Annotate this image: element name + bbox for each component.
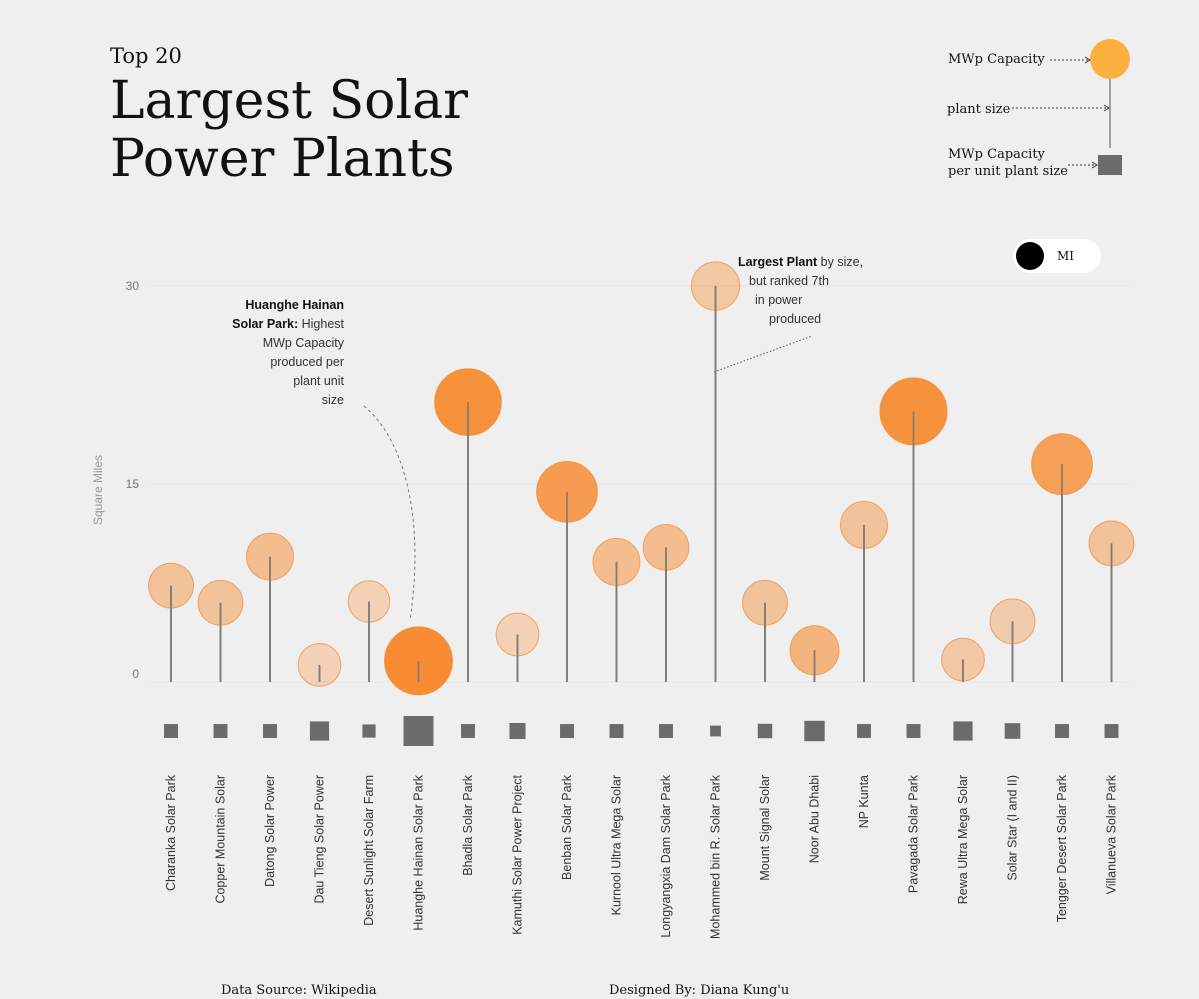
legend-per-unit-line-2: per unit plant size (948, 164, 1068, 179)
annotation-huanghe-text-2: MWp Capacity (262, 336, 344, 350)
annotation-largest-text-3: in power (755, 293, 803, 307)
per-unit-square[interactable] (362, 724, 376, 738)
annotation-huanghe-text-4: plant unit (293, 374, 344, 388)
per-unit-square[interactable] (906, 724, 921, 738)
legend-capacity-label: MWp Capacity (948, 52, 1045, 67)
x-tick-labels: Charanka Solar Park Copper Mountain Solar… (164, 774, 1119, 939)
y-tick-label: 0 (132, 667, 139, 681)
y-axis-label: Square Miles (91, 455, 105, 525)
x-tick-label: Noor Abu Dhabi (808, 775, 822, 863)
annotation-huanghe-bold-2: Solar Park: (232, 317, 299, 331)
y-tick-label: 30 (126, 279, 140, 293)
per-unit-square[interactable] (659, 724, 673, 738)
toggle-label: MI (1057, 249, 1075, 263)
annotation-huanghe: Huanghe Hainan Solar Park: Highest MWp C… (190, 296, 344, 410)
x-tick-label: Solar Star (I and II) (1006, 775, 1020, 881)
legend-per-unit-label: MWp Capacity per unit plant size (948, 146, 1068, 180)
per-unit-square[interactable] (509, 722, 526, 740)
annotation-largest-leader (713, 335, 813, 373)
legend-arrow-head-1 (1084, 56, 1091, 64)
legend-square (1098, 155, 1122, 175)
per-unit-square[interactable] (461, 724, 475, 738)
per-unit-square[interactable] (710, 725, 721, 737)
annotation-largest-text-4: produced (769, 312, 822, 326)
x-tick-label: Bhadla Solar Park (461, 774, 475, 876)
x-tick-label: Copper Mountain Solar (214, 775, 228, 904)
x-tick-label: NP Kunta (857, 775, 871, 828)
per-unit-square[interactable] (560, 724, 574, 738)
footer-source: Data Source: Wikipedia (221, 983, 377, 998)
legend-arrow-head-2 (1103, 104, 1110, 112)
per-unit-square[interactable] (1055, 724, 1069, 738)
footer-designer: Designed By: Diana Kung'u (609, 983, 790, 998)
legend-size-label: plant size (947, 102, 1011, 117)
x-tick-label: Kamuthi Solar Power Project (511, 774, 525, 934)
annotation-huanghe-text-1: Highest (301, 317, 344, 331)
annotation-huanghe-text-5: size (321, 393, 344, 407)
x-tick-label: Villanueva Solar Park (1105, 774, 1119, 894)
per-unit-square[interactable] (1004, 723, 1021, 739)
x-tick-label: Benban Solar Park (560, 774, 574, 880)
x-tick-label: Charanka Solar Park (164, 774, 178, 891)
per-unit-square[interactable] (804, 720, 825, 742)
chart-title: Largest Solar Power Plants (110, 71, 468, 189)
x-tick-label: Longyangxia Dam Solar Park (659, 774, 673, 937)
annotation-huanghe-leader (363, 405, 416, 621)
x-tick-label: Kurnool Ultra Mega Solar (610, 775, 624, 915)
legend-circle (1090, 39, 1130, 79)
x-tick-label: Mount Signal Solar (758, 775, 772, 881)
annotation-huanghe-text-3: produced per (270, 355, 344, 369)
y-gridlines (150, 285, 1130, 683)
legend-graphics (1012, 39, 1130, 175)
per-unit-square[interactable] (164, 724, 178, 738)
per-unit-square[interactable] (309, 721, 330, 741)
per-unit-square[interactable] (757, 723, 773, 739)
per-unit-squares (164, 716, 1119, 746)
per-unit-square[interactable] (263, 724, 277, 738)
x-tick-label: Tengger Desert Solar Park (1055, 774, 1069, 922)
toggle-knob[interactable] (1016, 242, 1044, 270)
x-tick-label: Datong Solar Power (263, 775, 277, 887)
legend-arrow-head-3 (1091, 161, 1098, 169)
x-tick-label: Mohammed bin R. Solar Park (709, 774, 723, 939)
per-unit-square[interactable] (213, 724, 228, 738)
x-tick-label: Desert Sunlight Solar Farm (362, 775, 376, 926)
annotation-largest: Largest Plant by size, but ranked 7th in… (720, 253, 870, 329)
legend-per-unit-line-1: MWp Capacity (948, 147, 1045, 162)
annotation-largest-bold: Largest Plant (738, 255, 818, 269)
unit-toggle[interactable]: MI (1013, 239, 1101, 273)
annotation-largest-text-2: but ranked 7th (749, 274, 829, 288)
y-tick-labels: 0 15 30 (126, 279, 140, 681)
annotation-huanghe-bold-1: Huanghe Hainan (245, 298, 344, 312)
x-tick-label: Rewa Ultra Mega Solar (956, 775, 970, 904)
x-tick-label: Dau Tieng Solar Power (313, 775, 327, 904)
per-unit-square[interactable] (953, 721, 973, 741)
x-tick-label: Pavagada Solar Park (907, 774, 921, 893)
y-tick-label: 15 (126, 477, 140, 491)
capacity-circles (148, 261, 1135, 696)
annotation-largest-text-1: by size, (820, 255, 864, 269)
per-unit-square[interactable] (403, 716, 434, 746)
per-unit-square[interactable] (609, 724, 624, 738)
per-unit-square[interactable] (857, 724, 871, 738)
chart-subtitle: Top 20 (110, 44, 182, 68)
per-unit-square[interactable] (1104, 724, 1119, 738)
x-tick-label: Huanghe Hainan Solar Park (412, 774, 426, 930)
